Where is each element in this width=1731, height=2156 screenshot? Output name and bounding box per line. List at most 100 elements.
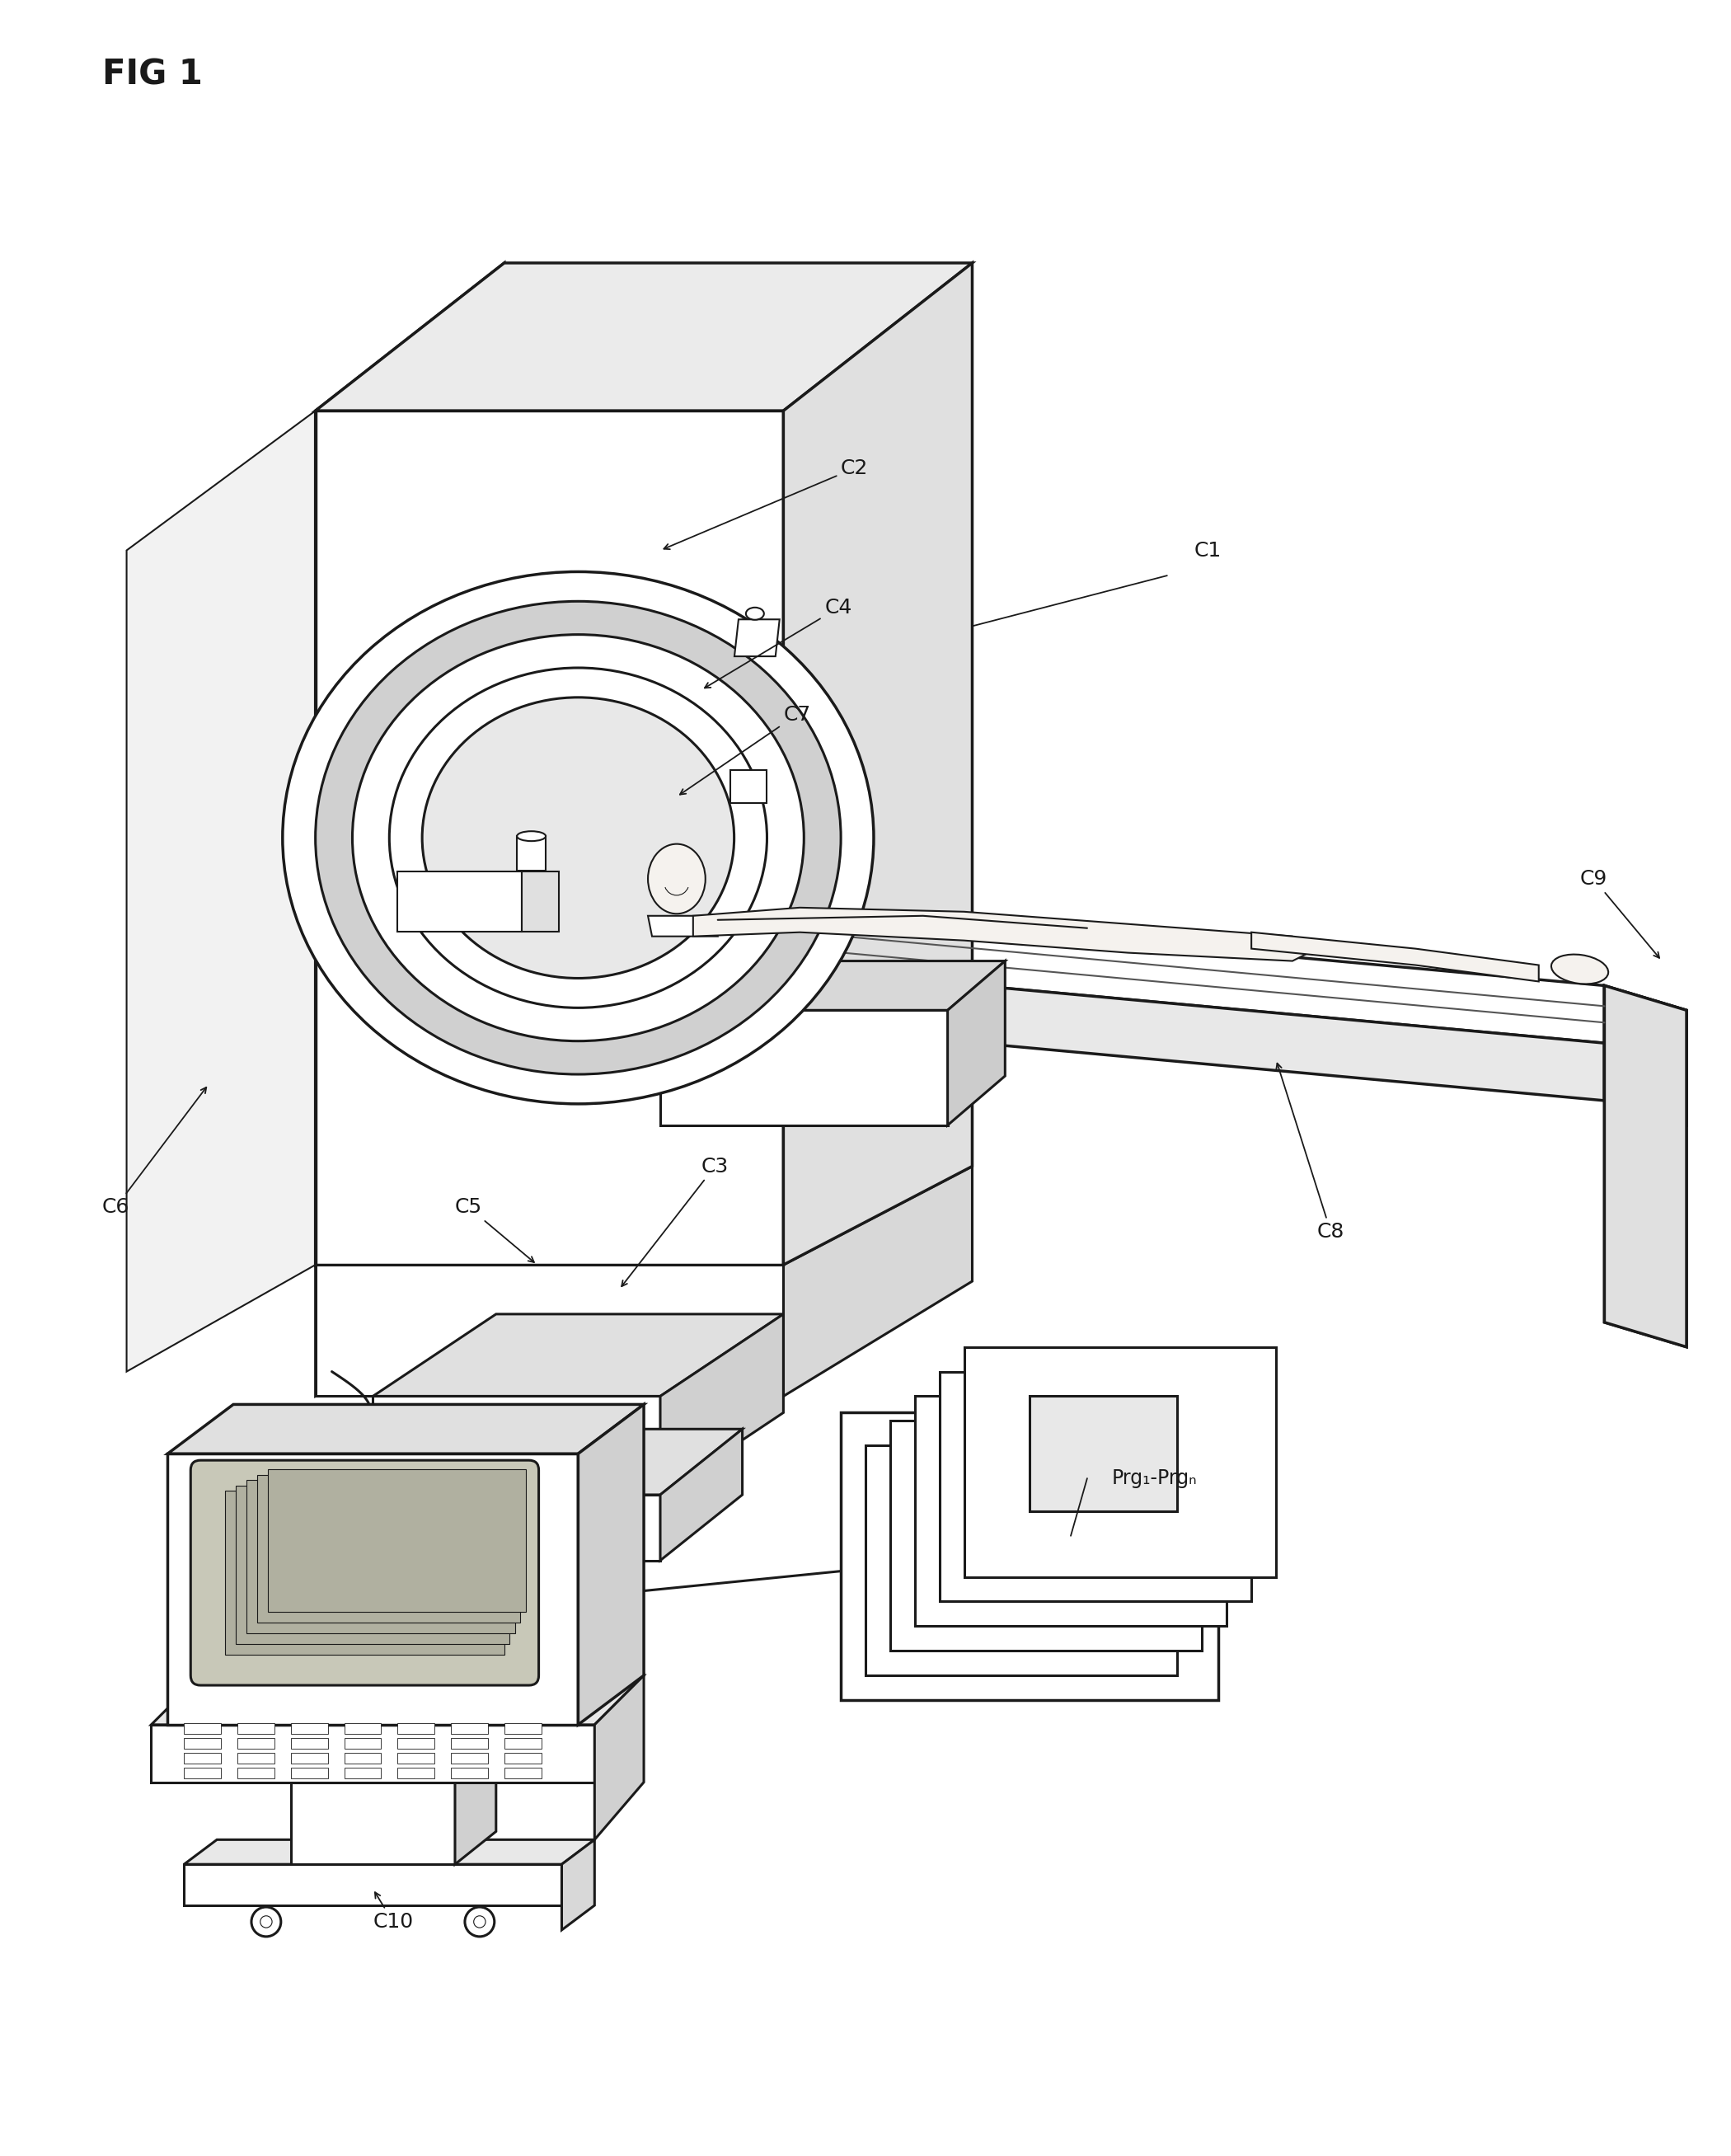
Polygon shape <box>1252 931 1539 981</box>
Polygon shape <box>372 1397 660 1494</box>
Polygon shape <box>291 1749 497 1783</box>
Ellipse shape <box>315 602 841 1074</box>
Ellipse shape <box>389 668 767 1007</box>
Bar <box>398 1738 434 1749</box>
Polygon shape <box>315 412 784 1266</box>
Bar <box>183 1738 222 1749</box>
Text: C8: C8 <box>1276 1063 1345 1242</box>
Bar <box>450 1768 488 1779</box>
Polygon shape <box>947 962 1006 1125</box>
Polygon shape <box>537 895 620 1044</box>
Bar <box>237 1738 275 1749</box>
Polygon shape <box>315 1166 504 1397</box>
Bar <box>183 1723 222 1733</box>
Polygon shape <box>183 1839 594 1865</box>
Polygon shape <box>315 1266 784 1397</box>
Text: FIG 1: FIG 1 <box>102 58 203 93</box>
Text: C3: C3 <box>621 1156 729 1287</box>
Polygon shape <box>620 895 1605 1044</box>
Text: Prg₁-Prgₙ: Prg₁-Prgₙ <box>1111 1468 1198 1488</box>
Bar <box>258 1475 521 1623</box>
Bar <box>268 1468 526 1613</box>
Polygon shape <box>647 916 718 936</box>
Bar <box>504 1738 542 1749</box>
Bar <box>450 1738 488 1749</box>
Bar <box>237 1768 275 1779</box>
Polygon shape <box>784 263 973 1266</box>
Ellipse shape <box>1551 955 1608 983</box>
Polygon shape <box>692 908 1317 962</box>
Polygon shape <box>660 1315 784 1494</box>
Polygon shape <box>455 1749 497 1865</box>
Circle shape <box>348 1578 365 1595</box>
Polygon shape <box>521 871 559 931</box>
Ellipse shape <box>647 843 706 914</box>
Bar <box>235 1485 509 1645</box>
Polygon shape <box>372 1315 784 1397</box>
Polygon shape <box>734 619 779 655</box>
Bar <box>237 1723 275 1733</box>
Polygon shape <box>183 1865 563 1906</box>
FancyBboxPatch shape <box>190 1460 538 1686</box>
Bar <box>344 1753 381 1764</box>
Polygon shape <box>315 1166 973 1266</box>
Bar <box>398 1723 434 1733</box>
Ellipse shape <box>422 696 734 979</box>
Bar <box>504 1753 542 1764</box>
Polygon shape <box>516 837 545 871</box>
Bar <box>398 1753 434 1764</box>
Bar <box>964 1348 1276 1576</box>
Bar <box>504 1723 542 1733</box>
Circle shape <box>400 1533 417 1550</box>
Polygon shape <box>315 263 504 1266</box>
Circle shape <box>260 1917 272 1927</box>
Bar <box>890 1421 1201 1651</box>
Polygon shape <box>151 1725 594 1783</box>
Polygon shape <box>455 1429 743 1494</box>
Text: C7: C7 <box>680 705 810 796</box>
Ellipse shape <box>282 571 874 1104</box>
Bar <box>237 1753 275 1764</box>
Polygon shape <box>660 1429 743 1561</box>
Bar <box>450 1723 488 1733</box>
Polygon shape <box>660 1011 947 1125</box>
Polygon shape <box>168 1453 578 1725</box>
Bar <box>940 1371 1252 1602</box>
Bar <box>225 1490 504 1656</box>
Polygon shape <box>168 1404 644 1453</box>
Text: C6: C6 <box>102 1087 206 1218</box>
Text: C5: C5 <box>455 1197 535 1261</box>
Bar <box>914 1397 1227 1626</box>
Bar <box>504 1768 542 1779</box>
Ellipse shape <box>353 634 803 1041</box>
Polygon shape <box>841 1412 1219 1701</box>
Bar <box>291 1753 327 1764</box>
Polygon shape <box>563 1839 594 1930</box>
Circle shape <box>284 1533 301 1550</box>
Bar <box>291 1723 327 1733</box>
Polygon shape <box>398 871 521 931</box>
Polygon shape <box>578 1404 644 1725</box>
Polygon shape <box>784 1166 973 1397</box>
Polygon shape <box>455 1494 660 1561</box>
Polygon shape <box>730 770 767 804</box>
Circle shape <box>289 1507 414 1632</box>
Bar <box>398 1768 434 1779</box>
Polygon shape <box>1605 985 1686 1125</box>
Ellipse shape <box>518 832 545 841</box>
Polygon shape <box>1605 985 1686 1348</box>
Bar <box>183 1753 222 1764</box>
Bar <box>866 1445 1177 1675</box>
Circle shape <box>251 1908 280 1936</box>
Text: C2: C2 <box>665 459 869 550</box>
Bar <box>246 1479 514 1634</box>
Circle shape <box>277 1539 293 1557</box>
Polygon shape <box>291 1783 455 1865</box>
Bar <box>291 1738 327 1749</box>
Circle shape <box>398 1589 415 1606</box>
Polygon shape <box>151 1675 644 1725</box>
Polygon shape <box>660 962 1006 1011</box>
Polygon shape <box>1605 985 1686 1348</box>
Circle shape <box>280 1613 298 1628</box>
Polygon shape <box>315 263 973 412</box>
